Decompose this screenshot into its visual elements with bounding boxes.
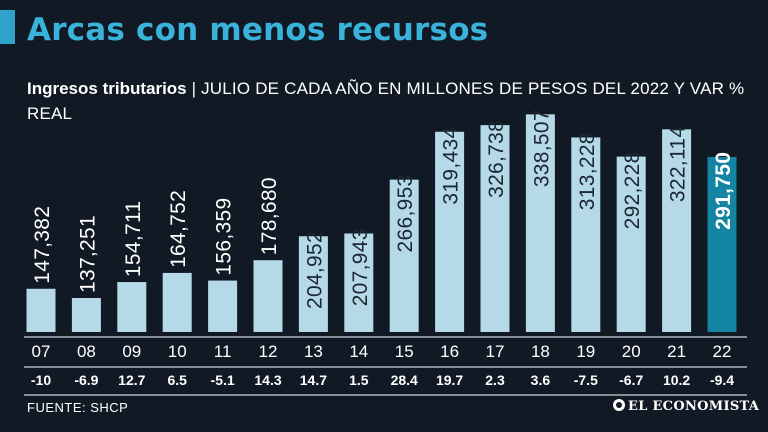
bar-value-label: 291,750	[712, 152, 735, 230]
var-real-label: -7.5	[574, 372, 598, 388]
bar-20	[616, 156, 646, 332]
x-tick-label: 08	[77, 342, 96, 361]
x-tick-label: 19	[576, 342, 595, 361]
bar-17	[480, 125, 510, 332]
bar-22	[707, 157, 737, 332]
var-real-label: 2.3	[485, 372, 505, 388]
var-real-label: 12.7	[118, 372, 145, 388]
var-real-label: -5.1	[211, 372, 235, 388]
bar-value-label: 137,251	[76, 215, 99, 293]
bar-value-label: 292,228	[621, 151, 644, 229]
bar-value-label: 178,680	[258, 177, 281, 255]
bar-value-label: 326,738	[485, 120, 508, 198]
chart-subtitle: Ingresos tributarios | JULIO DE CADA AÑO…	[27, 76, 757, 126]
x-tick-label: 16	[440, 342, 459, 361]
var-real-label: 10.2	[663, 372, 690, 388]
x-tick-label: 18	[531, 342, 550, 361]
x-tick-label: 20	[622, 342, 641, 361]
var-real-label: 19.7	[436, 372, 463, 388]
bar-value-label: 338,507	[530, 109, 553, 187]
bar-21	[662, 129, 692, 332]
x-tick-label: 12	[259, 342, 278, 361]
bar-value-label: 207,943	[349, 228, 372, 306]
bar-12	[253, 260, 283, 332]
title-accent-bar	[0, 10, 15, 44]
bar-08	[71, 298, 101, 332]
var-real-label: 28.4	[391, 372, 418, 388]
x-tick-label: 17	[486, 342, 505, 361]
brand-name: EL ECONOMISTA	[628, 399, 760, 414]
bar-value-label: 154,711	[122, 201, 145, 277]
x-tick-label: 14	[349, 342, 368, 361]
var-real-label: -6.7	[619, 372, 643, 388]
x-tick-label: 07	[32, 342, 51, 361]
var-real-label: 3.6	[531, 372, 551, 388]
bar-13	[298, 236, 328, 332]
bar-value-label: 319,434	[440, 127, 463, 205]
subtitle-rest: | JULIO DE CADA AÑO EN MILLONES DE PESOS…	[27, 79, 745, 123]
bar-19	[571, 137, 601, 332]
bar-value-label: 147,382	[31, 206, 54, 284]
bar-16	[435, 131, 465, 332]
bar-07	[26, 288, 56, 332]
x-tick-label: 15	[395, 342, 414, 361]
bar-09	[117, 282, 147, 332]
x-tick-label: 09	[122, 342, 141, 361]
brand-icon	[613, 399, 625, 411]
var-real-label: 14.7	[300, 372, 327, 388]
bar-value-label: 204,952	[303, 231, 326, 309]
source-note: FUENTE: SHCP	[27, 400, 129, 415]
var-real-label: -6.9	[74, 372, 98, 388]
bar-18	[525, 114, 555, 332]
chart-title: Arcas con menos recursos	[27, 12, 489, 48]
x-tick-label: 13	[304, 342, 323, 361]
bar-value-label: 156,359	[213, 198, 236, 276]
brand-logo: EL ECONOMISTA	[613, 399, 759, 414]
var-real-label: -10	[31, 372, 51, 388]
bar-value-label: 313,228	[576, 132, 599, 210]
var-real-label: 14.3	[254, 372, 281, 388]
x-tick-label: 21	[667, 342, 686, 361]
x-tick-label: 10	[168, 342, 187, 361]
bar-10	[162, 272, 192, 332]
x-tick-label: 22	[713, 342, 732, 361]
var-real-label: 6.5	[167, 372, 187, 388]
bar-11	[208, 280, 238, 332]
bar-value-label: 266,953	[394, 174, 417, 252]
bar-15	[389, 179, 419, 332]
x-tick-label: 11	[214, 342, 232, 361]
bar-value-label: 164,752	[167, 190, 190, 268]
bar-value-label: 322,114	[667, 126, 690, 202]
bar-14	[344, 233, 374, 332]
subtitle-bold: Ingresos tributarios	[27, 79, 187, 98]
var-real-label: -9.4	[710, 372, 734, 388]
var-real-label: 1.5	[349, 372, 369, 388]
